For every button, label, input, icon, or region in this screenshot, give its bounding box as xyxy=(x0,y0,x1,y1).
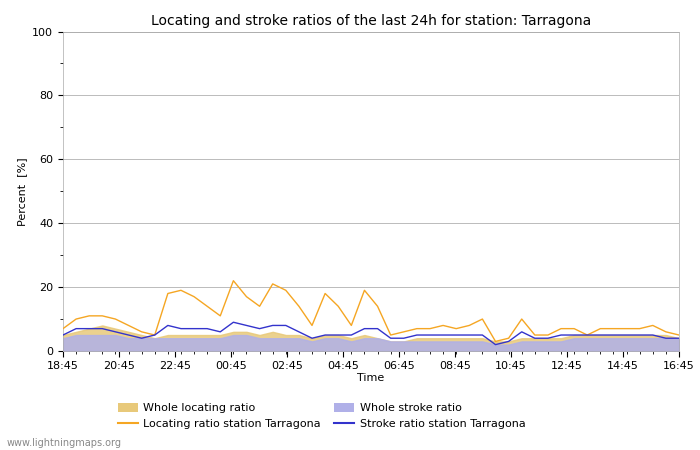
Text: www.lightningmaps.org: www.lightningmaps.org xyxy=(7,438,122,448)
Y-axis label: Percent  [%]: Percent [%] xyxy=(17,157,27,225)
Legend: Whole locating ratio, Locating ratio station Tarragona, Whole stroke ratio, Stro: Whole locating ratio, Locating ratio sta… xyxy=(113,398,530,433)
Title: Locating and stroke ratios of the last 24h for station: Tarragona: Locating and stroke ratios of the last 2… xyxy=(151,14,591,27)
X-axis label: Time: Time xyxy=(358,373,384,383)
